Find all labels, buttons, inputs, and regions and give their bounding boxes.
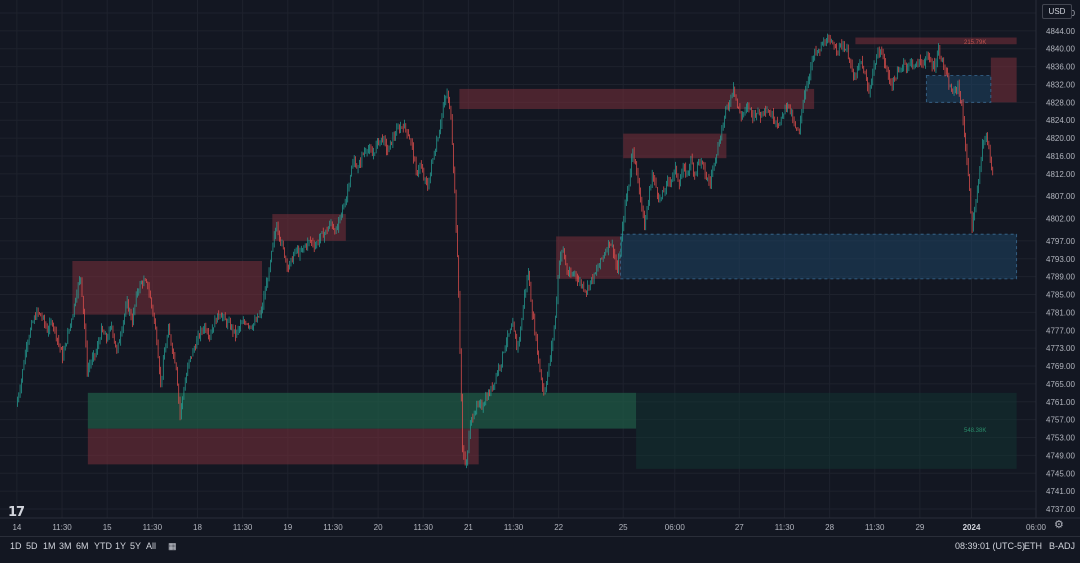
zone-demand: [87, 392, 637, 429]
price-tick-label: 4749.00: [1046, 451, 1075, 460]
time-tick-label: 11:30: [775, 523, 795, 532]
price-tick-label: 4820.00: [1046, 134, 1075, 143]
time-tick-label: 2024: [963, 523, 981, 532]
time-tick-label: 29: [915, 523, 924, 532]
price-tick-label: 4840.00: [1046, 45, 1075, 54]
zone-demand_faded: [636, 392, 1017, 469]
range-button-6m[interactable]: 6M: [76, 541, 89, 551]
price-tick-label: 4757.00: [1046, 416, 1075, 425]
time-tick-label: 19: [283, 523, 292, 532]
price-tick-label: 4745.00: [1046, 469, 1075, 478]
range-button-5d[interactable]: 5D: [26, 541, 38, 551]
range-button-1m[interactable]: 1M: [43, 541, 56, 551]
price-tick-label: 4816.00: [1046, 152, 1075, 161]
price-tick-label: 4832.00: [1046, 80, 1075, 89]
adjustment-toggle[interactable]: B-ADJ: [1049, 541, 1076, 551]
zones: [72, 37, 1018, 469]
time-tick-label: 28: [825, 523, 834, 532]
price-tick-label: 4761.00: [1046, 398, 1075, 407]
price-tick-label: 4785.00: [1046, 291, 1075, 300]
price-tick-label: 4812.00: [1046, 170, 1075, 179]
clock-time: 08:39:01 (UTC-5): [955, 541, 1026, 551]
range-button-ytd[interactable]: YTD: [94, 541, 112, 551]
zone-info: [620, 233, 1018, 280]
zone-supply: [87, 428, 479, 465]
price-tick-label: 4828.00: [1046, 98, 1075, 107]
range-button-all[interactable]: All: [146, 541, 157, 551]
zone-supply: [855, 37, 1017, 45]
time-tick-label: 18: [193, 523, 202, 532]
price-tick-label: 4797.00: [1046, 237, 1075, 246]
price-tick-label: 4781.00: [1046, 308, 1075, 317]
price-tick-label: 4737.00: [1046, 505, 1075, 514]
price-tick-label: 4765.00: [1046, 380, 1075, 389]
volume-profile-label: 548.38K: [964, 428, 986, 434]
time-tick-label: 11:30: [143, 523, 163, 532]
time-tick-label: 14: [12, 523, 21, 532]
price-tick-label: 4802.00: [1046, 215, 1075, 224]
time-tick-label: 06:00: [1026, 523, 1047, 532]
price-tick-label: 4773.00: [1046, 344, 1075, 353]
time-tick-label: 20: [374, 523, 383, 532]
date-range-calendar-icon[interactable]: ▦: [168, 541, 177, 551]
zone-info: [925, 75, 992, 103]
time-tick-label: 27: [735, 523, 744, 532]
tradingview-logo: 17: [8, 505, 25, 520]
time-tick-label: 11:30: [865, 523, 885, 532]
price-tick-label: 4777.00: [1046, 326, 1075, 335]
zone-supply: [623, 133, 727, 159]
price-tick-label: 4789.00: [1046, 273, 1075, 282]
time-tick-label: 25: [619, 523, 628, 532]
session-toggle[interactable]: ETH: [1024, 541, 1042, 551]
price-tick-label: 4836.00: [1046, 63, 1075, 72]
zone-supply: [272, 214, 346, 241]
axes: 4848.004844.004840.004836.004832.004828.…: [0, 0, 1080, 532]
volume-profile-label: 215.79K: [964, 40, 986, 46]
bottom-toolbar: 1D 5D 1M 3M 6M YTD 1Y 5Y All ▦ 08:39:01 …: [0, 536, 1080, 559]
price-tick-label: 4769.00: [1046, 362, 1075, 371]
zone-supply: [72, 261, 263, 315]
time-tick-label: 21: [464, 523, 473, 532]
time-tick-label: 22: [554, 523, 563, 532]
time-tick-label: 11:30: [233, 523, 253, 532]
price-tick-label: 4741.00: [1046, 487, 1075, 496]
currency-selector[interactable]: USD: [1042, 4, 1072, 19]
time-tick-label: 15: [103, 523, 112, 532]
price-tick-label: 4753.00: [1046, 434, 1075, 443]
range-button-3m[interactable]: 3M: [59, 541, 72, 551]
range-button-5y[interactable]: 5Y: [130, 541, 142, 551]
range-button-1y[interactable]: 1Y: [115, 541, 127, 551]
zone-supply: [459, 88, 815, 110]
time-tick-label: 11:30: [323, 523, 343, 532]
price-tick-label: 4824.00: [1046, 116, 1075, 125]
price-tick-label: 4844.00: [1046, 27, 1075, 36]
time-tick-label: 06:00: [665, 523, 686, 532]
candles: [17, 33, 994, 469]
range-button-1d[interactable]: 1D: [10, 541, 22, 551]
time-tick-label: 11:30: [414, 523, 434, 532]
price-tick-label: 4807.00: [1046, 192, 1075, 201]
time-tick-label: 11:30: [52, 523, 72, 532]
price-tick-label: 4793.00: [1046, 255, 1075, 264]
time-tick-label: 11:30: [504, 523, 524, 532]
settings-gear-icon[interactable]: ⚙: [1054, 519, 1064, 531]
zone-supply: [990, 57, 1017, 103]
labels: 215.79K 548.38K: [964, 40, 986, 434]
